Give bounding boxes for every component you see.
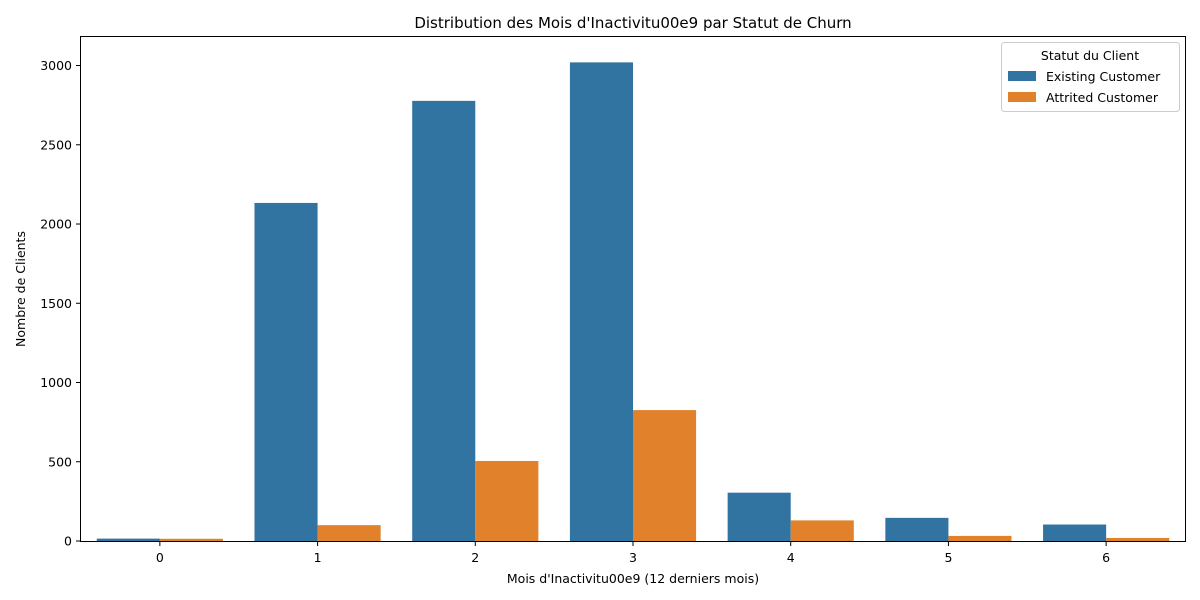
y-axis-label: Nombre de Clients: [13, 231, 28, 347]
bar-attrited-0: [159, 538, 223, 541]
bar-existing-6: [1043, 524, 1107, 541]
bars-group: [96, 62, 1170, 542]
legend: Statut du Client Existing Customer Attri…: [1001, 42, 1180, 112]
plot-frame: [80, 36, 1186, 542]
x-tick-label-2: 2: [471, 550, 479, 565]
legend-swatch-attrited: [1008, 92, 1036, 102]
bar-attrited-6: [1106, 537, 1170, 541]
bar-existing-2: [412, 100, 476, 542]
bar-existing-1: [254, 202, 318, 541]
x-tick-label-6: 6: [1102, 550, 1110, 565]
legend-title: Statut du Client: [1041, 48, 1139, 63]
bar-existing-4: [727, 492, 791, 541]
legend-label-attrited: Attrited Customer: [1046, 90, 1159, 105]
y-axis: 0 500 1000 1500 2000 2500 3000: [40, 58, 81, 549]
bar-attrited-3: [633, 410, 697, 541]
bar-existing-3: [569, 62, 633, 542]
legend-label-existing: Existing Customer: [1046, 69, 1161, 84]
x-tick-label-1: 1: [314, 550, 322, 565]
legend-box: [1001, 42, 1180, 112]
y-tick-label-500: 500: [48, 454, 72, 469]
bar-attrited-1: [317, 525, 381, 541]
x-tick-label-4: 4: [787, 550, 795, 565]
x-axis-label: Mois d'Inactivitu00e9 (12 derniers mois): [507, 571, 759, 586]
y-tick-label-1500: 1500: [40, 296, 72, 311]
y-tick-label-3000: 3000: [40, 58, 72, 73]
y-tick-label-2500: 2500: [40, 137, 72, 152]
bar-existing-0: [96, 538, 160, 541]
y-tick-label-0: 0: [64, 534, 72, 549]
x-tick-label-3: 3: [629, 550, 637, 565]
y-tick-label-1000: 1000: [40, 375, 72, 390]
x-tick-label-0: 0: [156, 550, 164, 565]
bar-attrited-5: [948, 535, 1012, 541]
chart-title: Distribution des Mois d'Inactivitu00e9 p…: [414, 14, 851, 32]
x-tick-label-5: 5: [944, 550, 952, 565]
y-tick-label-2000: 2000: [40, 217, 72, 232]
bar-attrited-4: [790, 520, 854, 541]
bar-attrited-2: [475, 460, 539, 541]
legend-swatch-existing: [1008, 71, 1036, 81]
x-axis: 0 1 2 3 4 5 6: [156, 541, 1110, 565]
bar-existing-5: [885, 517, 949, 541]
